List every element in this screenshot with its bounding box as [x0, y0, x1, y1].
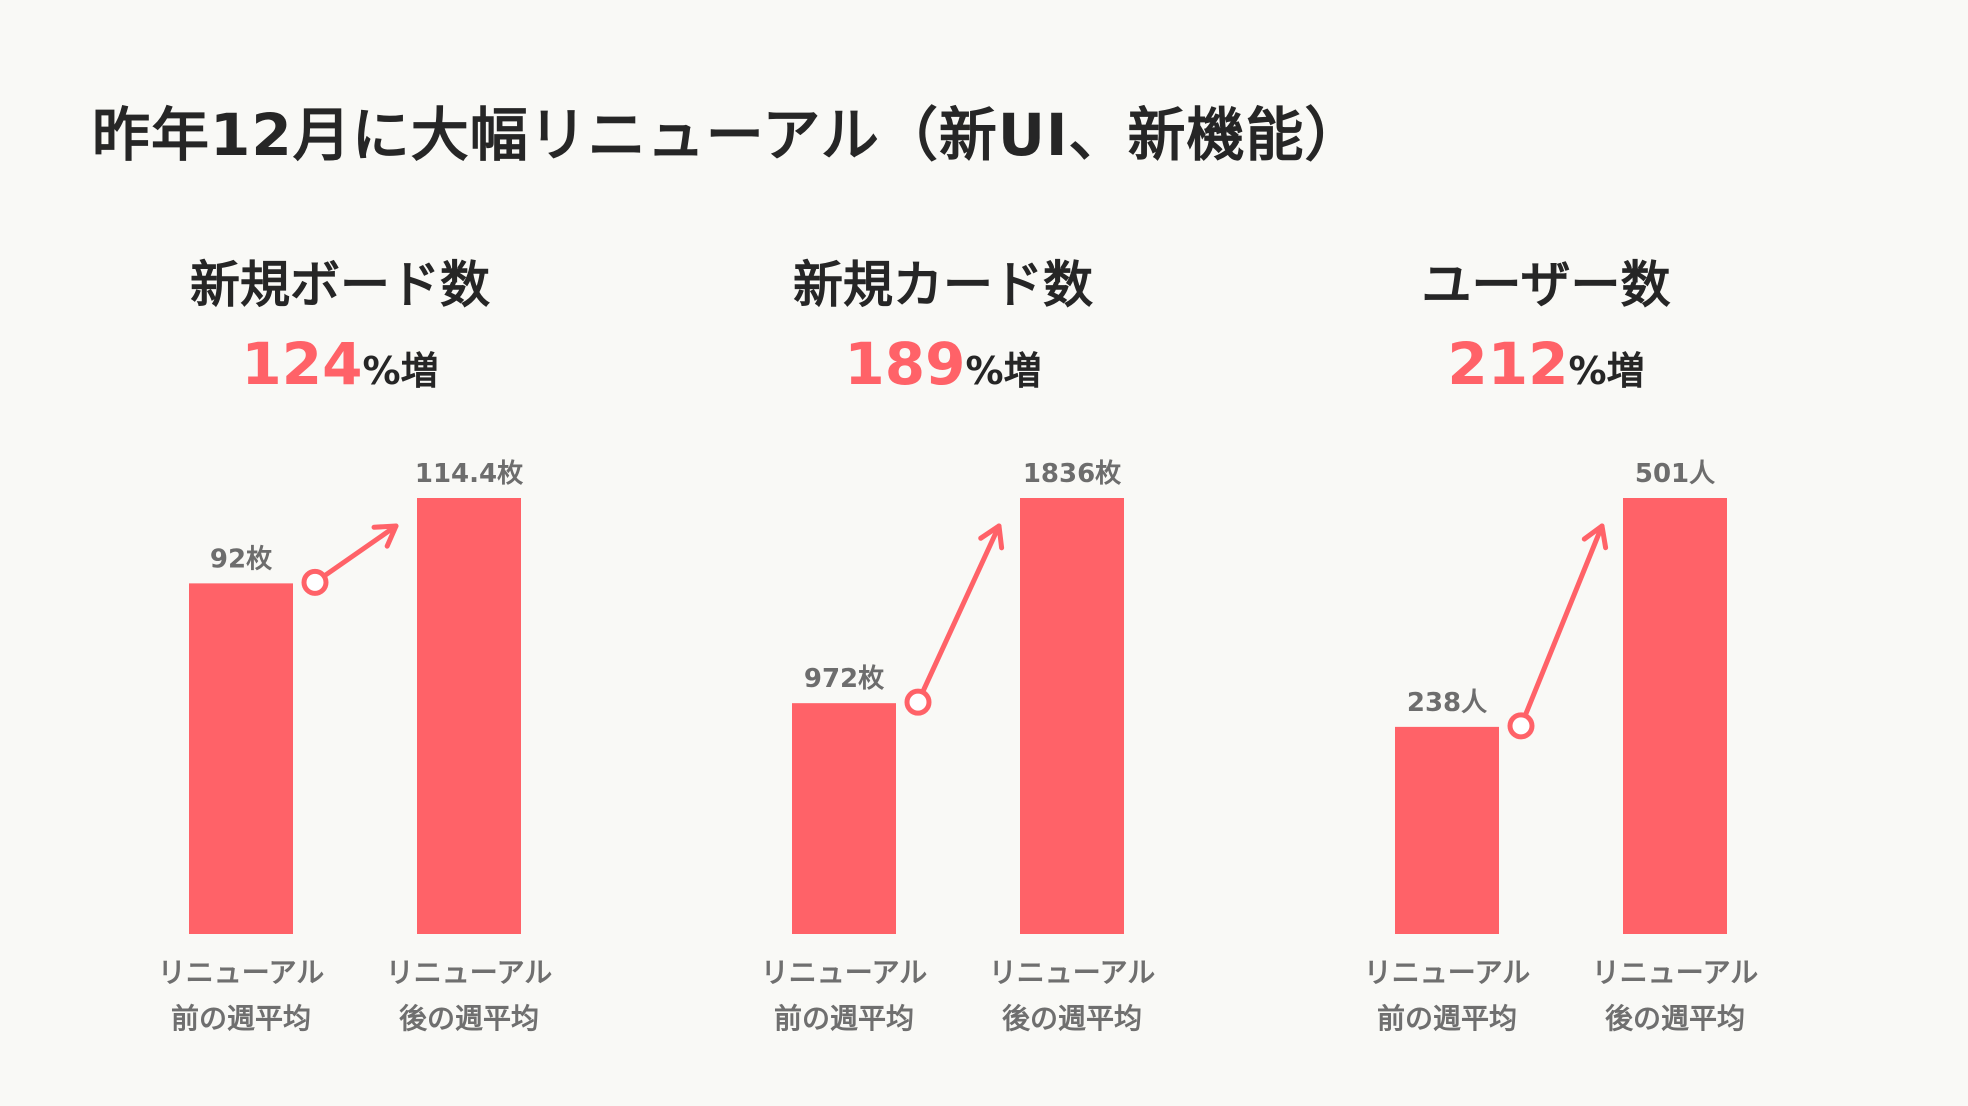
- bar: [1020, 498, 1124, 934]
- bar: [417, 498, 521, 934]
- category-label: 後の週平均: [399, 1002, 539, 1035]
- category-label: 前の週平均: [1377, 1002, 1517, 1035]
- bar: [1395, 726, 1499, 934]
- page-title: 昨年12月に大幅リニューアル（新UI、新機能）: [92, 101, 1364, 169]
- value-label: 501人: [1635, 459, 1715, 489]
- increase-percent: 212: [1447, 330, 1569, 398]
- bar: [189, 583, 293, 934]
- growth-arrow-line: [915, 523, 1002, 705]
- chart-panel-new-cards: 新規カード数 189%増 972枚 リニューアル 前の週平均 1836枚 リニューアル後…: [693, 0, 1193, 1106]
- chart-panel-users: ユーザー数 212%増 238人 リニューアル 前の週平均 501人 リニューアル 後の週…: [1296, 0, 1796, 1106]
- bar: [792, 703, 896, 934]
- increase-percent: 124: [241, 330, 363, 398]
- increase-unit: %増: [965, 349, 1042, 393]
- category-label: 後の週平均: [1002, 1002, 1142, 1035]
- growth-arrow-head: [371, 523, 399, 549]
- value-label: 238人: [1407, 688, 1487, 718]
- category-label: リニューアル: [386, 956, 553, 989]
- growth-arrow-start-dot: [904, 688, 932, 716]
- increase-badge: 124%増: [90, 330, 590, 398]
- category-label: 後の週平均: [1605, 1002, 1745, 1035]
- chart-title: 新規カード数: [793, 256, 1093, 314]
- category-label: リニューアル: [1592, 956, 1759, 989]
- value-label: 114.4枚: [415, 459, 523, 489]
- growth-arrow-head: [1581, 523, 1609, 551]
- increase-unit: %増: [362, 349, 439, 393]
- increase-badge: 212%増: [1296, 330, 1796, 398]
- growth-arrow-head: [978, 523, 1005, 551]
- growth-arrow-start-dot: [1507, 712, 1535, 740]
- category-label: 前の週平均: [774, 1002, 914, 1035]
- category-label: リニューアル: [158, 956, 325, 989]
- category-label: リニューアル: [1364, 956, 1531, 989]
- growth-arrow-start-dot: [301, 568, 329, 596]
- chart-title: ユーザー数: [1421, 256, 1671, 314]
- value-label: 1836枚: [1023, 459, 1121, 489]
- increase-percent: 189: [844, 330, 966, 398]
- increase-badge: 189%増: [693, 330, 1193, 398]
- growth-arrow-line: [312, 523, 399, 585]
- category-label: 前の週平均: [171, 1002, 311, 1035]
- category-label: リニューアル: [989, 956, 1156, 989]
- category-label: リニューアル: [761, 956, 928, 989]
- chart-title: 新規ボード数: [190, 256, 490, 314]
- increase-unit: %増: [1568, 349, 1645, 393]
- value-label: 972枚: [804, 664, 884, 694]
- growth-arrow-line: [1518, 523, 1605, 729]
- chart-panel-new-boards: 新規ボード数 124%増 92枚 リニューアル 前の週平均 114.4枚 リニューアル後…: [90, 0, 590, 1106]
- value-label: 92枚: [210, 544, 272, 574]
- bar: [1623, 498, 1727, 934]
